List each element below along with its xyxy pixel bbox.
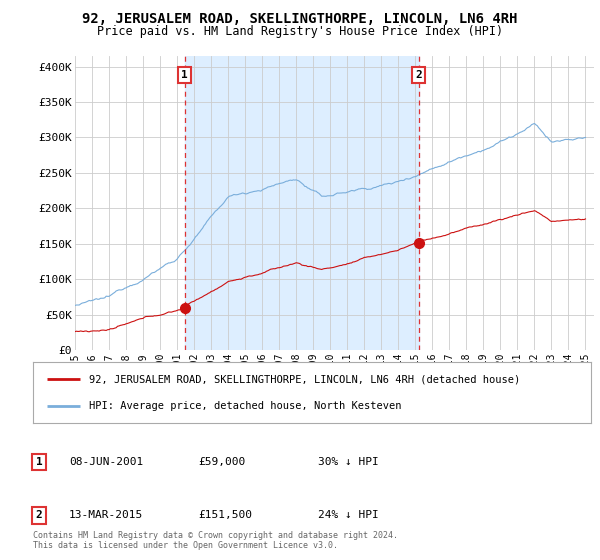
Text: 08-JUN-2001: 08-JUN-2001 (69, 457, 143, 467)
Text: 1: 1 (181, 70, 188, 80)
Text: Contains HM Land Registry data © Crown copyright and database right 2024.
This d: Contains HM Land Registry data © Crown c… (33, 530, 398, 550)
Text: Price paid vs. HM Land Registry's House Price Index (HPI): Price paid vs. HM Land Registry's House … (97, 25, 503, 38)
Text: 24% ↓ HPI: 24% ↓ HPI (318, 510, 379, 520)
Text: 13-MAR-2015: 13-MAR-2015 (69, 510, 143, 520)
Text: HPI: Average price, detached house, North Kesteven: HPI: Average price, detached house, Nort… (89, 401, 401, 411)
Text: 92, JERUSALEM ROAD, SKELLINGTHORPE, LINCOLN, LN6 4RH (detached house): 92, JERUSALEM ROAD, SKELLINGTHORPE, LINC… (89, 374, 520, 384)
Text: 2: 2 (415, 70, 422, 80)
Text: £59,000: £59,000 (198, 457, 245, 467)
Text: 30% ↓ HPI: 30% ↓ HPI (318, 457, 379, 467)
Text: 1: 1 (35, 457, 43, 467)
Text: £151,500: £151,500 (198, 510, 252, 520)
Text: 2: 2 (35, 510, 43, 520)
Bar (185, 56, 419, 350)
Text: 92, JERUSALEM ROAD, SKELLINGTHORPE, LINCOLN, LN6 4RH: 92, JERUSALEM ROAD, SKELLINGTHORPE, LINC… (82, 12, 518, 26)
